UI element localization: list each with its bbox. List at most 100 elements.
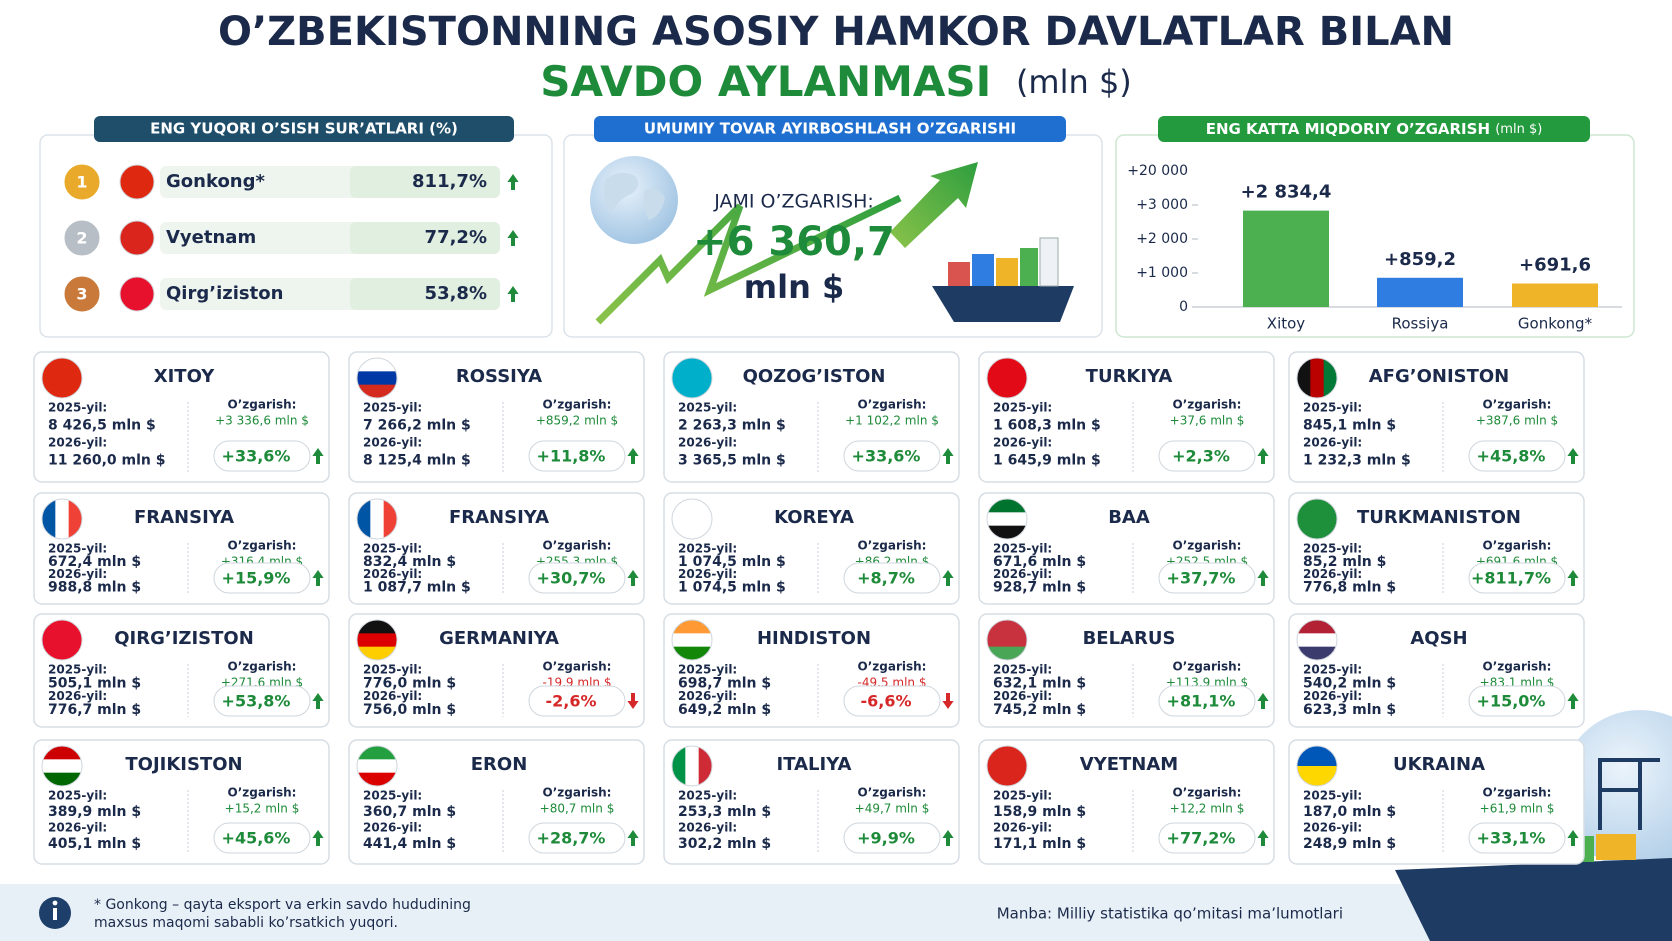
- flag-rim: [1296, 357, 1338, 399]
- flag-stripe: [42, 358, 82, 398]
- pct-value: +33,6%: [222, 447, 291, 466]
- flag-stripe: [672, 358, 712, 398]
- title-unit: (mln $): [1016, 63, 1132, 101]
- flag-rim: [356, 357, 398, 399]
- pct-pill: [213, 562, 311, 594]
- year-value: 1 232,3 mln $: [1303, 453, 1411, 469]
- bar: [1512, 283, 1598, 307]
- pct-value: +81,1%: [1167, 692, 1236, 711]
- flag-stripe: [55, 499, 70, 539]
- change-label: O’zgarish:: [858, 660, 927, 674]
- flag: [672, 358, 712, 398]
- bar: [1243, 210, 1329, 307]
- year-value: 671,6 mln $: [993, 554, 1086, 570]
- title-line1: O’ZBEKISTONNING ASOSIY HAMKOR DAVLATLAR …: [218, 9, 1454, 55]
- flag: [672, 499, 712, 539]
- flag-rim: [356, 498, 398, 540]
- flag-stripe: [1310, 358, 1325, 398]
- year-value: 158,9 mln $: [993, 804, 1086, 820]
- chart-pill: [1158, 116, 1590, 142]
- flag-rim: [1296, 498, 1338, 540]
- year-value: 623,3 mln $: [1303, 702, 1396, 718]
- year-value: 1 645,9 mln $: [993, 453, 1101, 469]
- year-label: 2026-yil:: [993, 821, 1052, 835]
- flag-stripe: [357, 620, 397, 634]
- flag-stripe: [42, 620, 82, 660]
- title-line2: SAVDO AYLANMASI (mln $): [540, 57, 1132, 106]
- year-label: 2025-yil:: [678, 789, 737, 803]
- flag: [987, 358, 1027, 398]
- flag-stripe: [1297, 620, 1337, 634]
- medal-rank: 2: [76, 229, 87, 248]
- year-value: 988,8 mln $: [48, 579, 141, 595]
- growth-row-band: [350, 222, 500, 254]
- trend-arrow: [507, 286, 519, 302]
- flag-rim: [356, 619, 398, 661]
- year-label: 2025-yil:: [678, 542, 737, 556]
- pct-value: -6,6%: [860, 692, 911, 711]
- year-value: 745,2 mln $: [993, 702, 1086, 718]
- change-value: +61,9 mln $: [1480, 802, 1555, 816]
- year-label: 2026-yil:: [678, 689, 737, 703]
- year-label: 2025-yil:: [1303, 401, 1362, 415]
- growth-name: Qirg’iziston: [166, 283, 283, 304]
- trend-arrow-head: [890, 162, 978, 248]
- flag-stripe: [987, 512, 1027, 527]
- flag-stripe: [987, 499, 1027, 513]
- pct-pill: [528, 822, 626, 854]
- year-label: 2026-yil:: [993, 567, 1052, 581]
- flag-stripe: [685, 746, 700, 786]
- flag-stripe: [672, 746, 686, 786]
- year-value: 85,2 mln $: [1303, 554, 1386, 570]
- pct-value: +77,2%: [1167, 829, 1236, 848]
- y-tick-label: 0: [1179, 299, 1188, 315]
- trend-arrow: [942, 830, 954, 846]
- flag: [42, 620, 82, 660]
- year-value: 776,8 mln $: [1303, 579, 1396, 595]
- trend-arrow: [627, 693, 639, 709]
- flag-stripe: [672, 633, 712, 648]
- change-label: O’zgarish:: [543, 660, 612, 674]
- change-label: O’zgarish:: [1173, 786, 1242, 800]
- flag-rim: [986, 619, 1028, 661]
- flag-rim: [41, 619, 83, 661]
- y-tick-label: +2 000: [1136, 231, 1188, 247]
- change-value: +12,2 mln $: [1170, 802, 1245, 816]
- country-name: FRANSIYA: [449, 507, 549, 528]
- year-label: 2026-yil:: [363, 689, 422, 703]
- trend-arrow: [942, 693, 954, 709]
- pct-pill: [213, 685, 311, 717]
- change-label: O’zgarish:: [1173, 539, 1242, 553]
- country-name: ITALIYA: [777, 754, 852, 775]
- flag-stripe: [672, 499, 712, 539]
- medal-rank: 3: [76, 285, 87, 304]
- flag-stripe: [1297, 746, 1337, 767]
- country-name: VYETNAM: [1080, 754, 1178, 775]
- flag: [672, 620, 712, 660]
- flag-rim: [671, 498, 713, 540]
- pct-value: +811,7%: [1471, 569, 1551, 588]
- pct-value: +15,0%: [1477, 692, 1546, 711]
- pct-value: +9,9%: [857, 829, 915, 848]
- pct-value: +2,3%: [1172, 447, 1230, 466]
- pct-value: +33,6%: [852, 447, 921, 466]
- flag-stripe: [42, 499, 56, 539]
- year-label: 2025-yil:: [993, 542, 1052, 556]
- year-label: 2026-yil:: [363, 436, 422, 450]
- total-value: +6 360,7: [693, 219, 895, 265]
- change-label: O’zgarish:: [543, 398, 612, 412]
- x-tick-label: Xitoy: [1267, 315, 1306, 333]
- trend-arrow: [942, 448, 954, 464]
- country-name: QIRG’IZISTON: [114, 628, 254, 649]
- flag-rim: [671, 745, 713, 787]
- change-value: +80,7 mln $: [540, 802, 615, 816]
- flag-rim: [119, 220, 155, 256]
- total-label: JAMI O’ZGARISH:: [713, 191, 874, 213]
- pct-pill: [1158, 822, 1256, 854]
- port-decoration: [1395, 710, 1672, 941]
- flag-rim: [41, 357, 83, 399]
- change-label: O’zgarish:: [858, 786, 927, 800]
- change-label: O’zgarish:: [543, 786, 612, 800]
- flag: [357, 499, 397, 539]
